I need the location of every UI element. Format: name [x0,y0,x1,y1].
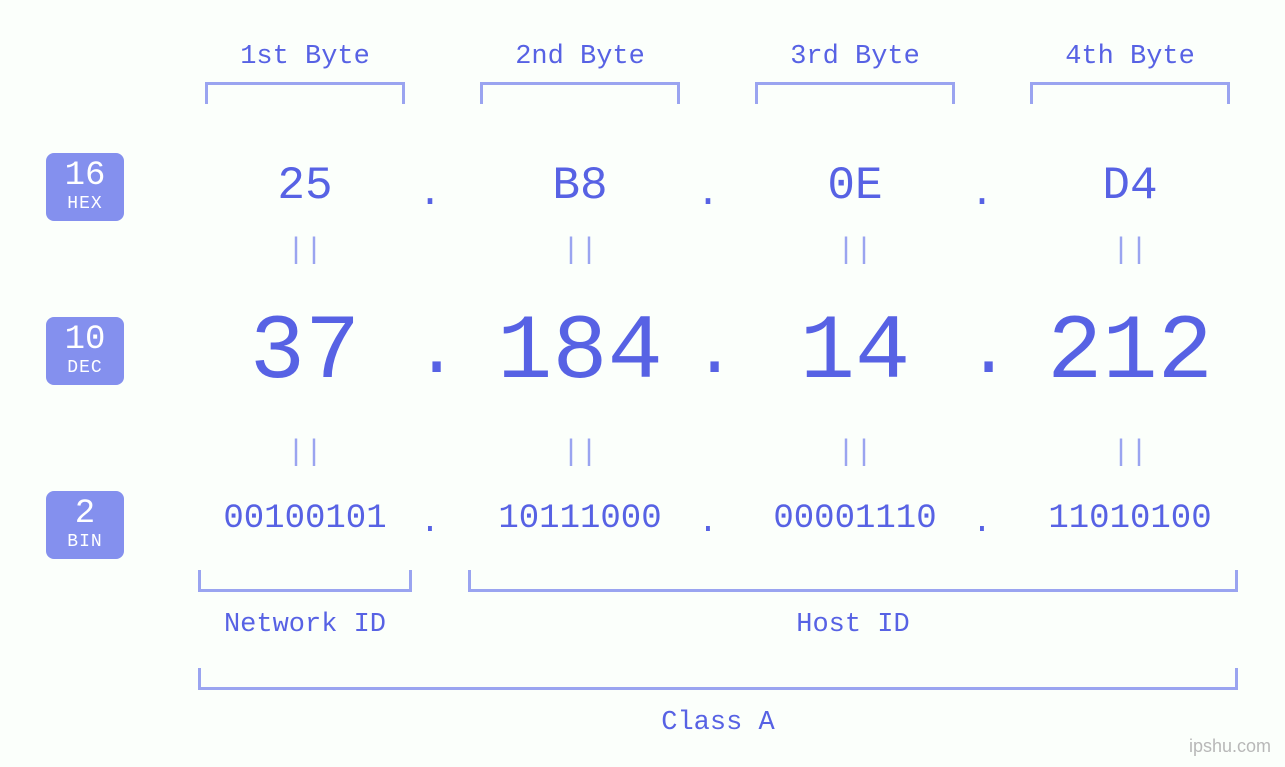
hex-byte-2: B8 [455,160,705,212]
badge-dec: 10 DEC [46,317,124,385]
hex-byte-4: D4 [1005,160,1255,212]
hex-byte-1: 25 [180,160,430,212]
hex-byte-3: 0E [730,160,980,212]
host-id-label: Host ID [468,610,1238,640]
dec-dot-2: . [693,312,723,394]
badge-dec-sub: DEC [46,359,124,377]
badge-dec-num: 10 [46,323,124,357]
host-id-bracket [468,570,1238,592]
badge-hex: 16 HEX [46,153,124,221]
byte-header-1: 1st Byte [205,42,405,72]
bin-byte-4: 11010100 [1005,500,1255,538]
bin-dot-3: . [967,504,997,542]
eq-dec-bin-1: || [275,436,335,470]
eq-hex-dec-3: || [825,234,885,268]
eq-dec-bin-4: || [1100,436,1160,470]
eq-dec-bin-2: || [550,436,610,470]
bin-dot-1: . [415,504,445,542]
badge-hex-num: 16 [46,159,124,193]
watermark: ipshu.com [1189,736,1271,757]
bin-dot-2: . [693,504,723,542]
byte-bracket-1 [205,82,405,104]
dec-dot-1: . [415,312,445,394]
network-id-label: Network ID [198,610,412,640]
dec-byte-4: 212 [1005,300,1255,405]
byte-bracket-3 [755,82,955,104]
hex-dot-2: . [693,172,723,217]
badge-bin-num: 2 [46,497,124,531]
dec-byte-1: 37 [180,300,430,405]
bin-byte-1: 00100101 [180,500,430,538]
byte-header-2: 2nd Byte [480,42,680,72]
hex-dot-3: . [967,172,997,217]
class-label: Class A [198,708,1238,738]
byte-bracket-2 [480,82,680,104]
eq-dec-bin-3: || [825,436,885,470]
bin-byte-2: 10111000 [455,500,705,538]
dec-dot-3: . [967,312,997,394]
eq-hex-dec-1: || [275,234,335,268]
byte-header-3: 3rd Byte [755,42,955,72]
badge-bin-sub: BIN [46,533,124,551]
eq-hex-dec-2: || [550,234,610,268]
badge-bin: 2 BIN [46,491,124,559]
byte-header-4: 4th Byte [1030,42,1230,72]
badge-hex-sub: HEX [46,195,124,213]
class-bracket [198,668,1238,690]
eq-hex-dec-4: || [1100,234,1160,268]
dec-byte-2: 184 [455,300,705,405]
dec-byte-3: 14 [730,300,980,405]
byte-bracket-4 [1030,82,1230,104]
bin-byte-3: 00001110 [730,500,980,538]
hex-dot-1: . [415,172,445,217]
network-id-bracket [198,570,412,592]
